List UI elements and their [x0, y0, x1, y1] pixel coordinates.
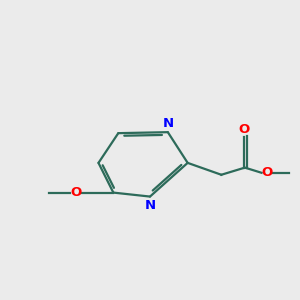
Text: O: O	[70, 186, 81, 199]
Text: O: O	[261, 166, 272, 179]
Text: O: O	[238, 123, 250, 136]
Text: N: N	[162, 117, 173, 130]
Text: N: N	[144, 199, 156, 212]
